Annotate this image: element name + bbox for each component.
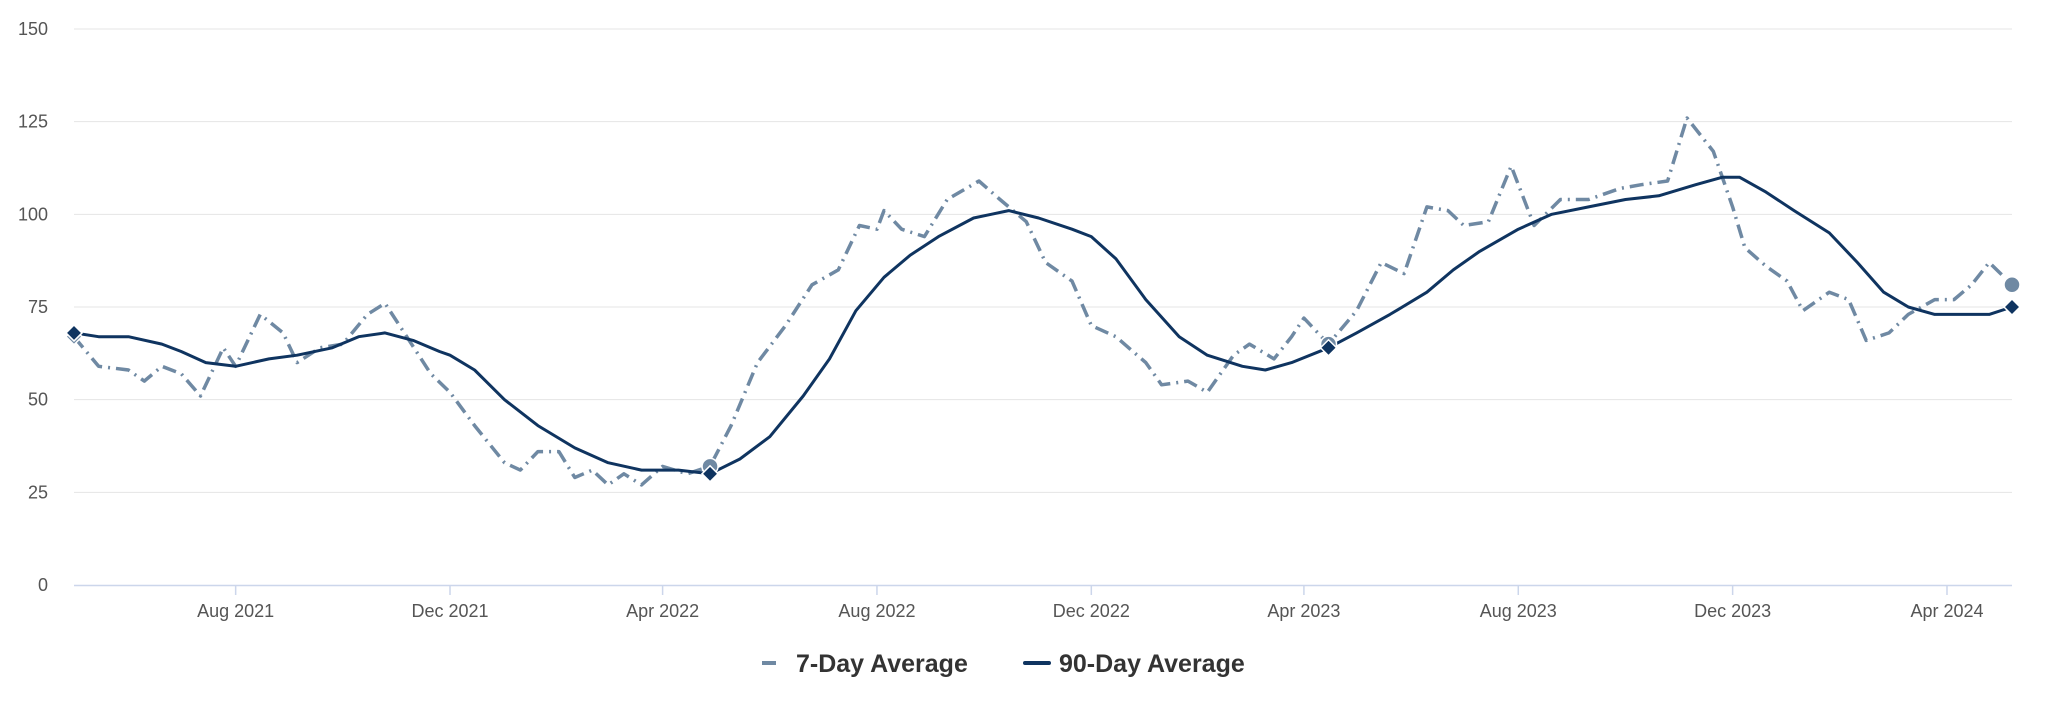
series-lines (72, 116, 2014, 487)
x-tick-label-8: Apr 2024 (1910, 601, 1983, 621)
series-line-90-day-average (72, 175, 2014, 476)
y-axis-tick-labels: 0 25 50 75 100 125 150 (18, 19, 48, 595)
legend: 7-Day Average 90-Day Average (762, 650, 1245, 678)
legend-label: 7-Day Average (796, 650, 968, 678)
x-axis: Aug 2021 Dec 2021 Apr 2022 Aug 2022 Dec 2022… (74, 584, 2012, 621)
x-tick-label-0: Aug 2021 (197, 601, 274, 621)
x-tick-label-6: Aug 2023 (1480, 601, 1557, 621)
x-tick-label-4: Dec 2022 (1053, 601, 1130, 621)
series-markers (64, 276, 2022, 483)
90-day-marker-1-diamond (700, 464, 720, 483)
90-day-marker-0-diamond (64, 323, 84, 343)
90-day-marker-2-diamond (1319, 338, 1338, 357)
7-day-marker-3-circle (2003, 276, 2021, 294)
gridlines (74, 28, 2012, 493)
x-tick-label-1: Dec 2021 (411, 601, 488, 621)
y-tick-label-50: 50 (28, 390, 48, 410)
x-tick-label-2: Apr 2022 (626, 601, 699, 621)
x-tick-label-5: Apr 2023 (1267, 601, 1340, 621)
y-tick-label-25: 25 (28, 482, 48, 502)
series-line-7-day-average (72, 116, 2014, 487)
y-tick-label-150: 150 (18, 19, 48, 39)
y-tick-label-75: 75 (28, 297, 48, 317)
y-tick-label-100: 100 (18, 204, 48, 224)
x-tick-label-3: Aug 2022 (838, 601, 915, 621)
y-tick-label-0: 0 (38, 575, 48, 595)
legend-item-7-day-average[interactable]: 7-Day Average (762, 650, 968, 678)
legend-item-90-day-average[interactable]: 90-Day Average (1023, 650, 1245, 678)
legend-label: 90-Day Average (1059, 650, 1245, 678)
y-tick-label-125: 125 (18, 112, 48, 132)
x-tick-label-7: Dec 2023 (1694, 601, 1771, 621)
90-day-marker-3-diamond (2002, 297, 2022, 317)
